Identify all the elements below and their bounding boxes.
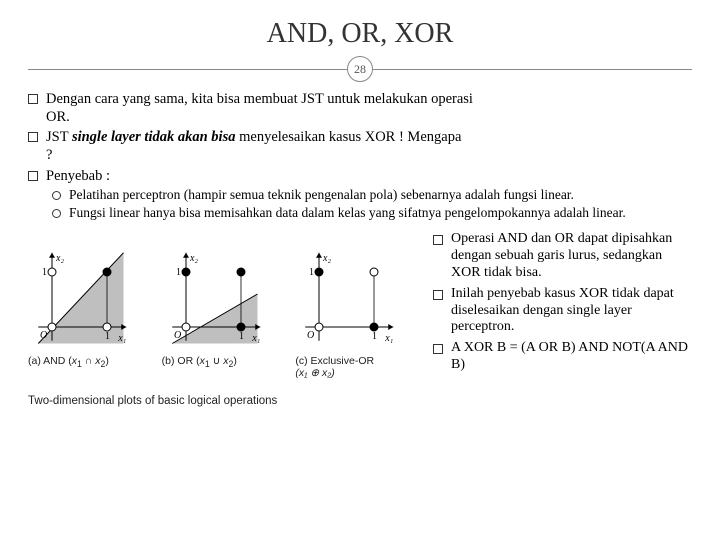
- bullet-text: JST single layer tidak akan bisa menyele…: [46, 128, 692, 164]
- svg-text:1: 1: [239, 331, 244, 342]
- divider: 28: [28, 56, 692, 82]
- plot-0: 1 1 O x₁ x₂ (a) AND (x1 ∩ x2): [28, 231, 156, 379]
- svg-text:x₁: x₁: [251, 333, 260, 344]
- svg-text:1: 1: [42, 267, 47, 278]
- bullet-text: Dengan cara yang sama, kita bisa membuat…: [46, 90, 692, 126]
- svg-text:1: 1: [309, 267, 314, 278]
- bullet-text: A XOR B = (A OR B) AND NOT(A AND B): [451, 340, 692, 374]
- bullet-box-icon: [433, 290, 443, 300]
- plot-1: 1 1 O x₁ x₂ (b) OR (x1 ∪ x2): [162, 231, 290, 379]
- svg-text:x₂: x₂: [189, 253, 198, 264]
- main-bullets: Dengan cara yang sama, kita bisa membuat…: [28, 90, 692, 221]
- sub-bullet-icon: [52, 209, 61, 218]
- svg-text:x₂: x₂: [322, 253, 331, 264]
- svg-text:O: O: [174, 330, 181, 341]
- svg-text:1: 1: [372, 331, 377, 342]
- figure-caption: Two-dimensional plots of basic logical o…: [28, 395, 423, 407]
- sub-bullet-text: Pelatihan perceptron (hampir semua tekni…: [69, 187, 692, 204]
- plot-2: 1 1 O x₁ x₂ (c) Exclusive-OR(x₁ ⊕ x₂): [295, 231, 423, 379]
- svg-text:O: O: [40, 330, 47, 341]
- bullet-box-icon: [433, 235, 443, 245]
- svg-text:1: 1: [105, 331, 110, 342]
- svg-text:x₁: x₁: [385, 333, 394, 344]
- bullet-box-icon: [433, 344, 443, 354]
- bullet-text: Penyebab :: [46, 167, 692, 185]
- bullet-box-icon: [28, 132, 38, 142]
- sub-bullet-text: Fungsi linear hanya bisa memisahkan data…: [69, 205, 692, 222]
- svg-text:x₁: x₁: [117, 333, 126, 344]
- slide-title: AND, OR, XOR: [28, 18, 692, 50]
- bullet-box-icon: [28, 171, 38, 181]
- figure: 1 1 O x₁ x₂ (a) AND (x1 ∩ x2) 1 1 O x₁ x…: [28, 231, 423, 407]
- bullet-text: Operasi AND dan OR dapat dipisahkan deng…: [451, 231, 692, 281]
- svg-text:x₂: x₂: [55, 253, 64, 264]
- svg-text:1: 1: [176, 267, 181, 278]
- svg-text:O: O: [307, 330, 314, 341]
- bullet-box-icon: [28, 94, 38, 104]
- sub-bullet-icon: [52, 191, 61, 200]
- bullet-text: Inilah penyebab kasus XOR tidak dapat di…: [451, 286, 692, 336]
- right-bullets: Operasi AND dan OR dapat dipisahkan deng…: [433, 231, 692, 407]
- page-number: 28: [347, 56, 373, 82]
